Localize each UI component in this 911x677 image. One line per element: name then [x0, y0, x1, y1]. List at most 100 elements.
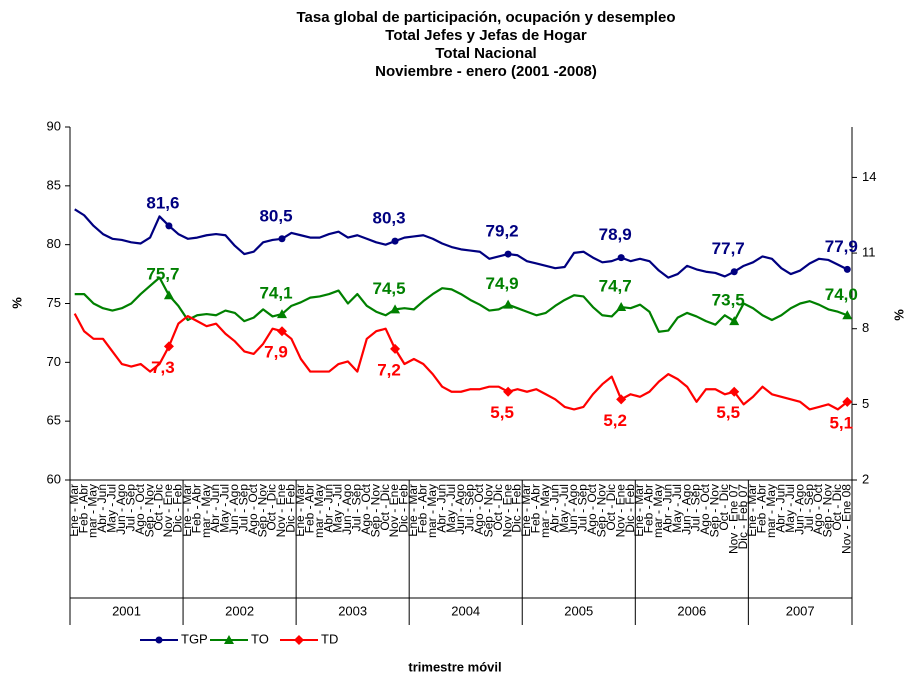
marker — [616, 302, 627, 312]
marker — [165, 222, 173, 230]
x-tick-label: Dic - Feb — [171, 484, 185, 533]
marker — [276, 326, 287, 337]
data-label: 74,7 — [599, 277, 632, 296]
group-label: 2004 — [451, 603, 480, 618]
x-tick-label: Dic - Feb — [397, 484, 411, 533]
marker — [729, 386, 740, 397]
legend-item: TO — [210, 631, 269, 646]
data-label: 5,2 — [603, 411, 627, 430]
x-tick-label: Ago - Oct — [246, 483, 260, 534]
group-label: 2006 — [677, 603, 706, 618]
chart-title: Noviembre - enero (2001 -2008) — [375, 63, 597, 80]
data-label: 74,9 — [486, 274, 519, 293]
chart-title: Total Jefes y Jefas de Hogar — [385, 27, 587, 44]
x-tick-label: Oct - Dic — [830, 484, 844, 531]
x-tick-label: Jun - Ago — [114, 484, 128, 535]
y2-tick-label: 11 — [862, 245, 876, 260]
data-label: 5,5 — [490, 403, 514, 422]
group-label: 2003 — [338, 603, 367, 618]
marker — [843, 265, 851, 273]
data-label: 77,7 — [712, 239, 745, 258]
x-tick-label: Oct - Dic — [604, 484, 618, 531]
x-tick-label: Nov - Ene — [500, 484, 514, 538]
x-tick-label: Jun - Ago — [340, 484, 354, 535]
x-axis-label: trimestre móvil — [408, 659, 501, 674]
x-tick-label: Nov - Ene 08 — [839, 484, 853, 554]
marker — [163, 341, 174, 352]
legend-item: TGP — [140, 631, 208, 646]
x-tick-label: Dic - Feb — [284, 484, 298, 533]
marker — [390, 343, 401, 354]
x-tick-label: Jul - Sep — [576, 484, 590, 532]
x-tick-label: Jun - Ago — [453, 484, 467, 535]
x-tick-label: Feb - Abr — [642, 484, 656, 533]
x-tick-label: Nov - Ene — [274, 484, 288, 538]
y-axis-label: % — [9, 297, 24, 309]
x-tick-label: Oct - Dic — [378, 484, 392, 531]
x-tick-label: mar - May — [312, 484, 326, 538]
x-tick-label: Ago - Oct — [359, 483, 373, 534]
marker — [391, 237, 399, 245]
x-tick-label: Abr - Jun — [774, 484, 788, 533]
y2-axis-label: % — [891, 309, 906, 321]
data-label: 74,1 — [259, 284, 292, 303]
x-tick-label: Sep - Nov — [594, 484, 608, 537]
data-label: 79,2 — [486, 222, 519, 241]
x-tick-label: Ago - Oct — [811, 483, 825, 534]
y2-tick-label: 2 — [862, 471, 869, 486]
x-tick-label: Abr - Jun — [95, 484, 109, 533]
y-tick-label: 65 — [47, 413, 61, 428]
marker — [276, 309, 287, 319]
x-tick-label: Sep - Nov — [255, 484, 269, 537]
group-label: 2002 — [225, 603, 254, 618]
x-tick-label: May - Jul — [444, 484, 458, 533]
legend-item: TD — [280, 631, 338, 646]
data-label: 77,9 — [825, 237, 858, 256]
x-tick-label: Nov - Ene 07 — [726, 484, 740, 554]
x-tick-label: Jul - Sep — [689, 484, 703, 532]
marker — [278, 235, 286, 243]
x-tick-label: Ago - Oct — [585, 483, 599, 534]
x-tick-label: Jul - Sep — [463, 484, 477, 532]
marker — [504, 250, 512, 258]
marker — [729, 316, 740, 326]
x-tick-label: mar - May — [538, 484, 552, 538]
data-label: 5,5 — [716, 403, 740, 422]
x-tick-label: Feb - Abr — [529, 484, 543, 533]
x-tick-label: Oct - Dic — [152, 484, 166, 531]
marker — [842, 396, 853, 407]
x-tick-label: mar - May — [199, 484, 213, 538]
x-tick-label: Feb - Abr — [415, 484, 429, 533]
series-line — [74, 208, 848, 279]
x-tick-label: Dic - Feb — [510, 484, 524, 533]
x-tick-label: May - Jul — [105, 484, 119, 533]
marker — [503, 386, 514, 397]
marker — [842, 310, 853, 320]
chart-title: Tasa global de participación, ocupación … — [297, 9, 676, 26]
data-label: 75,7 — [146, 265, 179, 284]
data-label: 5,1 — [829, 413, 853, 432]
y-tick-label: 75 — [47, 295, 61, 310]
x-tick-label: Nov - Ene — [613, 484, 627, 538]
x-tick-label: Sep - Nov — [821, 484, 835, 537]
x-tick-label: Jul - Sep — [236, 484, 250, 532]
group-label: 2001 — [112, 603, 141, 618]
x-tick-label: Ago - Oct — [698, 483, 712, 534]
series-line — [73, 313, 848, 411]
data-label: 81,6 — [146, 193, 179, 212]
x-tick-label: May - Jul — [670, 484, 684, 533]
x-tick-label: Feb - Abr — [189, 484, 203, 533]
marker — [730, 268, 738, 276]
x-tick-label: Sep - Nov — [368, 484, 382, 537]
x-tick-label: mar - May — [425, 484, 439, 538]
legend-label: TD — [321, 631, 338, 646]
data-label: 80,3 — [373, 209, 406, 228]
x-tick-label: Abr - Jun — [321, 484, 335, 533]
marker — [617, 254, 625, 262]
series-line — [74, 276, 848, 333]
x-tick-label: Sep - Nov — [708, 484, 722, 537]
x-tick-label: Feb - Abr — [755, 484, 769, 533]
data-label: 74,0 — [825, 285, 858, 304]
data-label: 7,3 — [151, 358, 175, 377]
legend-label: TO — [251, 631, 269, 646]
